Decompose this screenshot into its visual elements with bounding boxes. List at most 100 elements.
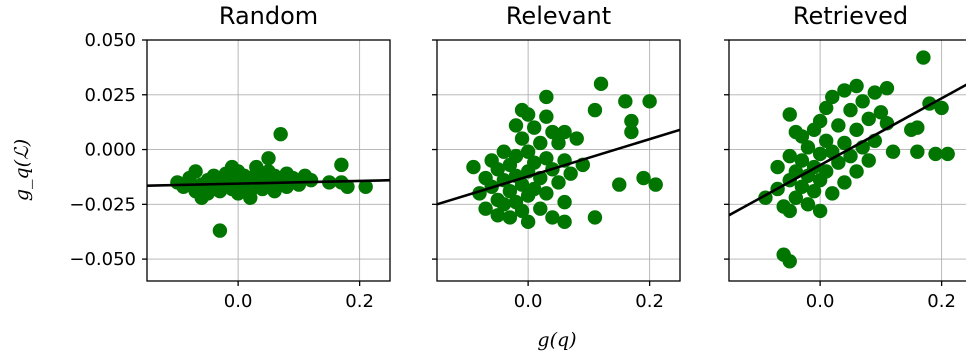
data-point [303, 173, 319, 188]
data-point [782, 148, 797, 164]
data-point [563, 166, 578, 181]
data-point [514, 131, 530, 146]
x-tick-label: 0.0 [224, 291, 253, 312]
data-point [527, 155, 542, 170]
data-point [527, 120, 542, 135]
data-point [819, 164, 834, 179]
data-point [478, 201, 493, 216]
data-point [593, 76, 609, 92]
data-point [825, 186, 840, 201]
data-point [642, 94, 657, 109]
x-tick-label: 0.2 [345, 291, 374, 312]
data-point [539, 186, 554, 201]
y-axis-label: g_q(ℒ) [11, 139, 33, 201]
data-point [243, 190, 258, 205]
data-point [794, 129, 810, 144]
data-point [910, 120, 925, 135]
data-point [539, 151, 554, 166]
data-point [618, 94, 633, 109]
x-tick-label: 0.0 [806, 291, 835, 312]
data-point [224, 159, 240, 175]
data-point [551, 135, 566, 151]
data-point [940, 146, 955, 162]
x-tick-label: 0.2 [635, 291, 664, 312]
panel-title: Relevant [506, 2, 611, 30]
data-point [812, 146, 828, 162]
data-point [843, 148, 858, 164]
data-point [928, 146, 943, 162]
data-point [551, 175, 566, 190]
data-point [520, 214, 536, 230]
data-point [466, 159, 481, 175]
data-point [514, 177, 530, 192]
data-point [545, 210, 560, 225]
data-point [782, 203, 797, 219]
data-point [261, 151, 276, 166]
data-point [636, 170, 651, 186]
data-point [508, 118, 524, 133]
data-point [502, 210, 518, 225]
axes-frame [728, 39, 966, 282]
data-point [496, 197, 512, 212]
data-point [334, 157, 349, 173]
fit-line [147, 178, 390, 187]
data-point [794, 153, 810, 168]
data-point [508, 148, 524, 164]
data-point [587, 210, 603, 225]
data-point [800, 140, 816, 155]
data-point [794, 179, 810, 194]
data-point [502, 183, 518, 199]
data-point [849, 78, 864, 94]
data-point [831, 155, 846, 170]
axes-frame [146, 39, 391, 282]
data-point [861, 111, 876, 127]
data-point [267, 183, 282, 199]
fit-line [437, 128, 680, 206]
y-tick-label: 0.025 [84, 85, 136, 106]
data-point [212, 223, 228, 238]
panel-title: Retrieved [793, 2, 908, 30]
data-point [879, 81, 895, 96]
points-group [466, 76, 663, 230]
data-point [916, 50, 931, 65]
data-point [849, 164, 864, 179]
data-point [788, 190, 804, 205]
axes-frame [436, 39, 681, 282]
data-point [569, 131, 584, 146]
data-point [837, 175, 852, 190]
data-point [539, 89, 554, 105]
data-point [788, 164, 804, 179]
data-point [624, 113, 639, 129]
data-point [910, 144, 925, 159]
data-point [249, 159, 264, 175]
data-point [539, 109, 554, 124]
data-point [885, 144, 901, 159]
data-point [557, 214, 572, 230]
data-point [557, 124, 572, 140]
panel-title: Random [219, 2, 318, 30]
data-point [806, 183, 822, 199]
data-point [533, 201, 548, 216]
x-tick-label: 0.0 [514, 291, 543, 312]
data-point [624, 124, 639, 140]
data-point [873, 105, 889, 120]
data-point [819, 100, 834, 116]
y-tick-label: −0.025 [69, 194, 136, 215]
data-point [188, 164, 203, 179]
data-point [490, 208, 505, 223]
data-point [648, 177, 663, 192]
data-point [612, 177, 627, 192]
panels-layer: 0.0 0.2−0.050−0.0250.0000.0250.050Random0… [69, 2, 966, 312]
panel-random: 0.0 0.2 −0.050 −0.025 0.000 0.025 0.050 Random [69, 2, 391, 312]
y-tick-label: 0.000 [84, 140, 136, 161]
data-point [194, 190, 209, 205]
data-point [812, 113, 828, 129]
data-point [273, 127, 288, 142]
data-point [849, 122, 864, 138]
data-point [496, 144, 512, 159]
data-point [855, 94, 870, 109]
panel-retrieved: 0.0 0.2 Retrieved [724, 2, 966, 312]
data-point [843, 102, 858, 118]
data-point [782, 254, 797, 269]
